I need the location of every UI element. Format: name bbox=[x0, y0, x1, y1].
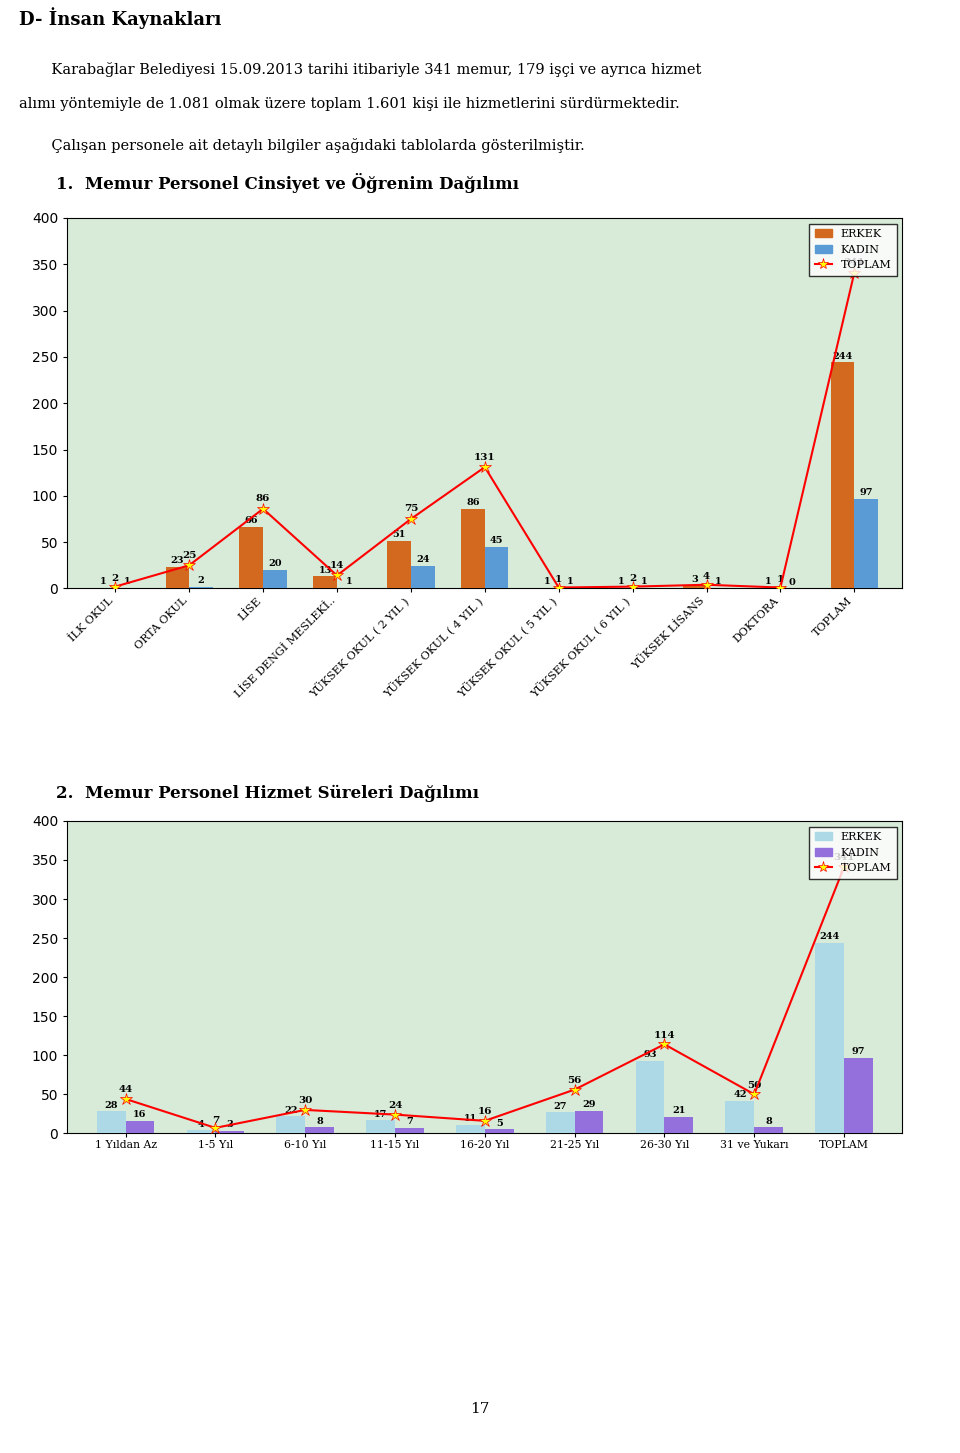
Bar bbox=[387, 541, 411, 588]
Text: 1: 1 bbox=[777, 575, 784, 584]
Text: 17: 17 bbox=[470, 1402, 490, 1417]
Text: 17: 17 bbox=[374, 1110, 387, 1119]
Bar bbox=[165, 567, 189, 588]
Bar bbox=[239, 527, 263, 588]
Text: Karabağlar Belediyesi 15.09.2013 tarihi itibariyle 341 memur, 179 işçi ve ayrıca: Karabağlar Belediyesi 15.09.2013 tarihi … bbox=[19, 62, 702, 77]
Bar bbox=[276, 1116, 305, 1133]
Bar bbox=[485, 546, 509, 588]
Text: 44: 44 bbox=[118, 1085, 132, 1094]
Text: 1.  Memur Personel Cinsiyet ve Öğrenim Dağılımı: 1. Memur Personel Cinsiyet ve Öğrenim Da… bbox=[56, 173, 519, 193]
Text: 1: 1 bbox=[641, 577, 648, 586]
Text: 341: 341 bbox=[833, 853, 854, 862]
Text: 1: 1 bbox=[765, 577, 772, 586]
Text: 114: 114 bbox=[654, 1030, 675, 1040]
Text: 20: 20 bbox=[268, 559, 281, 568]
Text: 42: 42 bbox=[733, 1090, 747, 1098]
Bar bbox=[755, 1128, 783, 1133]
Bar bbox=[664, 1117, 693, 1133]
Bar bbox=[683, 586, 707, 588]
Text: 24: 24 bbox=[388, 1101, 402, 1110]
Bar bbox=[546, 1112, 575, 1133]
Text: 2: 2 bbox=[198, 575, 204, 584]
Text: 131: 131 bbox=[474, 452, 495, 462]
Text: 1: 1 bbox=[100, 577, 107, 586]
Text: 86: 86 bbox=[467, 498, 480, 507]
Bar bbox=[97, 1112, 126, 1133]
Text: 86: 86 bbox=[256, 494, 271, 503]
Bar bbox=[461, 509, 485, 588]
Bar bbox=[830, 362, 854, 588]
Text: 8: 8 bbox=[316, 1116, 323, 1126]
Text: 21: 21 bbox=[672, 1106, 685, 1116]
Text: 93: 93 bbox=[643, 1051, 657, 1059]
Text: D- İnsan Kaynakları: D- İnsan Kaynakları bbox=[19, 7, 222, 29]
Bar bbox=[575, 1110, 603, 1133]
Text: 16: 16 bbox=[477, 1107, 492, 1116]
Bar bbox=[305, 1128, 334, 1133]
Text: 1: 1 bbox=[567, 577, 574, 586]
Bar bbox=[854, 498, 878, 588]
Bar bbox=[815, 943, 844, 1133]
Text: 1: 1 bbox=[543, 577, 550, 586]
Bar bbox=[395, 1128, 423, 1133]
Bar bbox=[126, 1120, 155, 1133]
Text: 1: 1 bbox=[555, 575, 563, 584]
Text: 8: 8 bbox=[765, 1116, 772, 1126]
Text: 11: 11 bbox=[464, 1114, 477, 1123]
Text: 45: 45 bbox=[490, 536, 503, 545]
Text: 28: 28 bbox=[105, 1101, 118, 1110]
Text: 66: 66 bbox=[245, 516, 258, 526]
Text: 27: 27 bbox=[554, 1101, 567, 1110]
Text: 56: 56 bbox=[567, 1075, 582, 1085]
Bar bbox=[726, 1100, 755, 1133]
Text: 5: 5 bbox=[495, 1119, 502, 1128]
Text: 244: 244 bbox=[820, 933, 840, 942]
Text: 23: 23 bbox=[171, 556, 184, 565]
Text: 2.  Memur Personel Hizmet Süreleri Dağılımı: 2. Memur Personel Hizmet Süreleri Dağılı… bbox=[56, 785, 479, 802]
Text: 97: 97 bbox=[852, 1048, 865, 1056]
Text: 3: 3 bbox=[227, 1120, 233, 1129]
Text: 22: 22 bbox=[284, 1106, 298, 1114]
Text: 30: 30 bbox=[298, 1096, 312, 1106]
Text: 75: 75 bbox=[404, 504, 418, 513]
Text: 2: 2 bbox=[111, 574, 119, 583]
Text: 7: 7 bbox=[406, 1117, 413, 1126]
Bar bbox=[189, 587, 213, 588]
Text: 244: 244 bbox=[832, 352, 852, 360]
Text: Çalışan personele ait detaylı bilgiler aşağıdaki tablolarda gösterilmiştir.: Çalışan personele ait detaylı bilgiler a… bbox=[19, 138, 585, 153]
Text: 0: 0 bbox=[789, 578, 796, 587]
Bar bbox=[636, 1061, 664, 1133]
Text: 25: 25 bbox=[182, 551, 197, 559]
Text: 1: 1 bbox=[346, 577, 352, 586]
Legend: ERKEK, KADIN, TOPLAM: ERKEK, KADIN, TOPLAM bbox=[809, 827, 897, 879]
Text: 29: 29 bbox=[582, 1100, 596, 1109]
Bar bbox=[456, 1125, 485, 1133]
Text: 1: 1 bbox=[124, 577, 131, 586]
Text: 1: 1 bbox=[715, 577, 722, 586]
Text: 1: 1 bbox=[617, 577, 624, 586]
Legend: ERKEK, KADIN, TOPLAM: ERKEK, KADIN, TOPLAM bbox=[809, 224, 897, 276]
Bar bbox=[313, 577, 337, 588]
Text: 97: 97 bbox=[859, 488, 873, 497]
Text: 341: 341 bbox=[844, 259, 865, 267]
Text: alımı yöntemiyle de 1.081 olmak üzere toplam 1.601 kişi ile hizmetlerini sürdürm: alımı yöntemiyle de 1.081 olmak üzere to… bbox=[19, 97, 680, 112]
Text: 14: 14 bbox=[330, 561, 345, 570]
Text: 51: 51 bbox=[393, 530, 406, 539]
Bar bbox=[263, 570, 287, 588]
Text: 13: 13 bbox=[319, 565, 332, 574]
Text: 4: 4 bbox=[703, 572, 710, 581]
Text: 50: 50 bbox=[747, 1081, 761, 1090]
Text: 16: 16 bbox=[133, 1110, 147, 1119]
Bar bbox=[215, 1130, 244, 1133]
Bar bbox=[485, 1129, 514, 1133]
Text: 2: 2 bbox=[629, 574, 636, 583]
Text: 4: 4 bbox=[198, 1120, 204, 1129]
Text: 3: 3 bbox=[691, 575, 698, 584]
Bar bbox=[186, 1130, 215, 1133]
Bar bbox=[367, 1120, 395, 1133]
Bar bbox=[844, 1058, 873, 1133]
Bar bbox=[411, 567, 435, 588]
Text: 24: 24 bbox=[416, 555, 429, 564]
Text: 7: 7 bbox=[212, 1116, 219, 1125]
